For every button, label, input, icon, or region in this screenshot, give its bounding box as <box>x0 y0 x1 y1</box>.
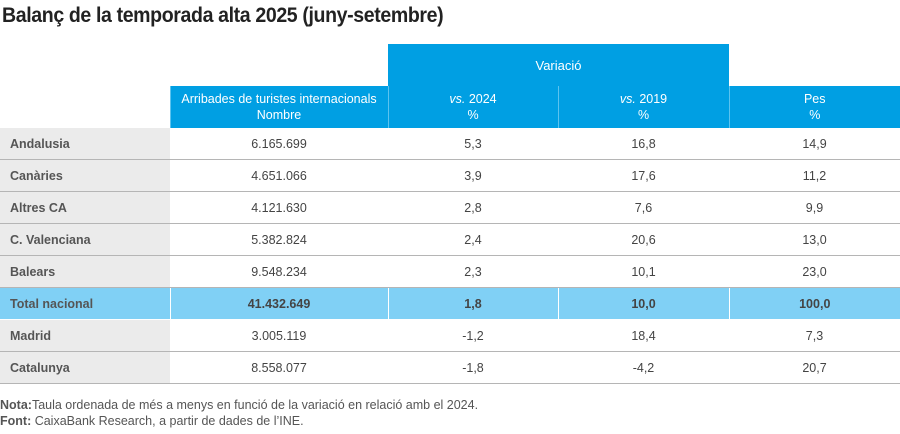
vs-2019-cell: 20,6 <box>558 223 729 256</box>
vs-2019-cell: 18,4 <box>558 319 729 352</box>
variation-group-header: Variació <box>388 44 729 86</box>
arrivals-cell: 6.165.699 <box>170 128 388 160</box>
header-prefix: vs. <box>619 92 636 106</box>
vs-2024-cell: -1,8 <box>388 351 558 384</box>
region-cell: Catalunya <box>0 351 170 384</box>
vs-2024-cell: 1,8 <box>387 287 558 320</box>
source-text: CaixaBank Research, a partir de dades de… <box>31 414 304 428</box>
vs-2019-cell: 7,6 <box>558 191 729 224</box>
header-vs-2024: vs. 2024% <box>387 86 558 128</box>
vs-2019-cell: -4,2 <box>558 351 729 384</box>
region-cell: Canàries <box>0 159 170 192</box>
header-empty <box>0 86 170 128</box>
vs-2024-cell: 2,4 <box>388 223 558 256</box>
source-label: Font: <box>0 414 32 428</box>
header-pes: Pes% <box>728 86 900 128</box>
header-label: Pes <box>803 92 826 106</box>
header-unit: % <box>467 108 479 122</box>
pes-cell: 23,0 <box>729 255 900 288</box>
region-cell: Balears <box>0 255 170 288</box>
arrivals-cell: 4.651.066 <box>170 159 388 192</box>
header-prefix: vs. <box>449 92 466 106</box>
table-row: Balears 9.548.234 2,3 10,1 23,0 <box>0 255 900 288</box>
note-text: Taula ordenada de més a menys en funció … <box>31 398 479 412</box>
vs-2024-cell: -1,2 <box>388 319 558 352</box>
total-row: Total nacional 41.432.649 1,8 10,0 100,0 <box>0 287 900 320</box>
arrivals-cell: 5.382.824 <box>170 223 388 256</box>
table-row: Canàries 4.651.066 3,9 17,6 11,2 <box>0 159 900 192</box>
header-arrivals: Arribades de turistes internacionals Nomb… <box>169 86 388 128</box>
arrivals-cell: 41.432.649 <box>169 287 388 320</box>
vs-2019-cell: 17,6 <box>558 159 729 192</box>
vs-2024-cell: 5,3 <box>388 128 558 160</box>
region-cell: Andalusia <box>0 128 170 160</box>
pes-cell: 20,7 <box>729 351 900 384</box>
vs-2024-cell: 2,8 <box>388 191 558 224</box>
footnotes: Nota:Taula ordenada de més a menys en fu… <box>0 397 478 429</box>
pes-cell: 11,2 <box>729 159 900 192</box>
header-unit: Nombre <box>256 108 302 122</box>
table-row: C. Valenciana 5.382.824 2,4 20,6 13,0 <box>0 223 900 256</box>
note-label: Nota: <box>0 398 32 412</box>
vs-2024-cell: 3,9 <box>388 159 558 192</box>
pes-cell: 7,3 <box>729 319 900 352</box>
header-unit: % <box>809 108 821 122</box>
tourism-table: Arribades de turistes internacionals Nomb… <box>0 86 900 384</box>
region-cell: Total nacional <box>0 287 170 320</box>
vs-2019-cell: 10,0 <box>557 287 729 320</box>
table-row: Catalunya 8.558.077 -1,8 -4,2 20,7 <box>0 351 900 384</box>
header-unit: % <box>637 108 650 122</box>
pes-cell: 9,9 <box>729 191 900 224</box>
table-row: Andalusia 6.165.699 5,3 16,8 14,9 <box>0 128 900 160</box>
region-cell: Madrid <box>0 319 170 352</box>
arrivals-cell: 3.005.119 <box>170 319 388 352</box>
header-label: Arribades de turistes internacionals <box>181 92 377 106</box>
header-row: Arribades de turistes internacionals Nomb… <box>0 86 900 128</box>
pes-cell: 13,0 <box>729 223 900 256</box>
header-label: 2024 <box>465 92 497 106</box>
region-cell: C. Valenciana <box>0 223 170 256</box>
table-row: Altres CA 4.121.630 2,8 7,6 9,9 <box>0 191 900 224</box>
arrivals-cell: 9.548.234 <box>170 255 388 288</box>
header-label: 2019 <box>635 92 668 106</box>
arrivals-cell: 4.121.630 <box>170 191 388 224</box>
pes-cell: 100,0 <box>728 287 900 320</box>
vs-2019-cell: 16,8 <box>558 128 729 160</box>
header-vs-2019: vs. 2019% <box>557 86 729 128</box>
arrivals-cell: 8.558.077 <box>170 351 388 384</box>
pes-cell: 14,9 <box>729 128 900 160</box>
note-line: Nota:Taula ordenada de més a menys en fu… <box>0 397 478 413</box>
vs-2019-cell: 10,1 <box>558 255 729 288</box>
source-line: Font: CaixaBank Research, a partir de da… <box>0 413 478 429</box>
page-title: Balanç de la temporada alta 2025 (juny-s… <box>2 4 444 27</box>
table-row: Madrid 3.005.119 -1,2 18,4 7,3 <box>0 319 900 352</box>
region-cell: Altres CA <box>0 191 170 224</box>
vs-2024-cell: 2,3 <box>388 255 558 288</box>
